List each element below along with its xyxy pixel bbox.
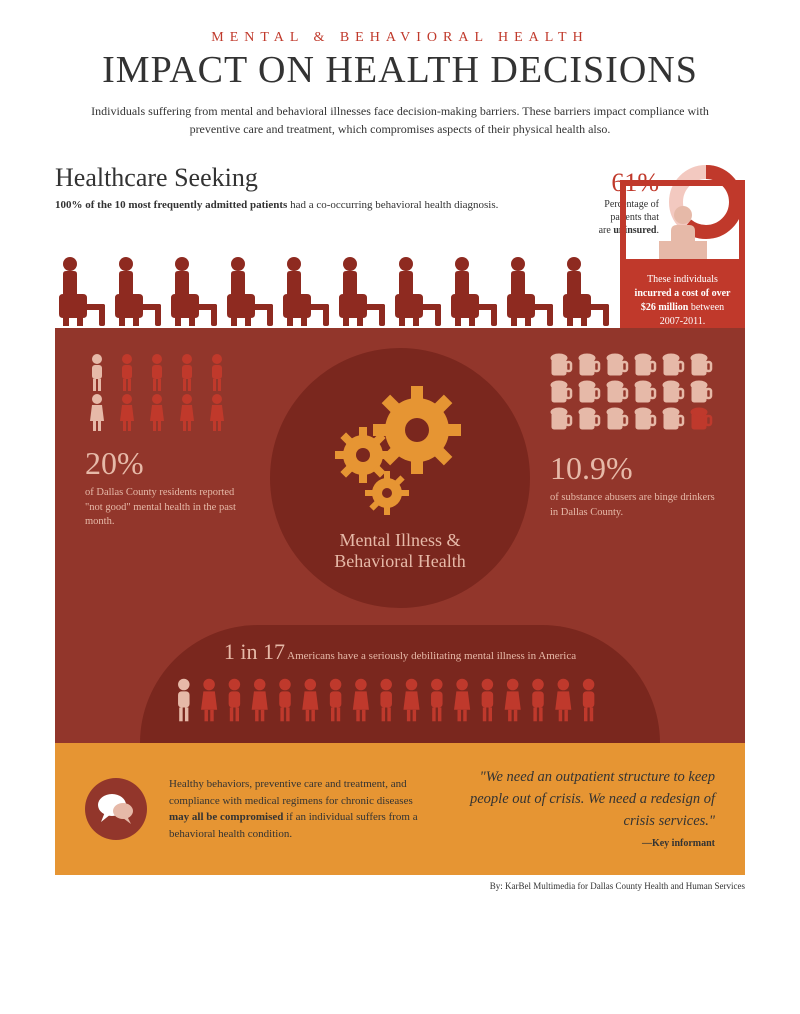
stat-left-text: of Dallas County residents reported "not… <box>85 486 250 530</box>
category-label: MENTAL & BEHAVIORAL HEALTH <box>60 30 740 46</box>
credit-line: By: KarBel Multimedia for Dallas County … <box>0 875 800 891</box>
seeking-text: 100% of the 10 most frequently admitted … <box>55 198 579 213</box>
seeking-rest: had a co-occurring behavioral health dia… <box>287 199 498 211</box>
header: MENTAL & BEHAVIORAL HEALTH IMPACT ON HEA… <box>0 0 800 153</box>
stat-left-percent: 20% <box>85 445 250 482</box>
stat-right-text: of substance abusers are binge drinkers … <box>550 491 715 520</box>
cost-box: These individuals incurred a cost of ove… <box>620 180 745 337</box>
center-label: Mental Illness &Behavioral Health <box>334 530 465 572</box>
seeking-block: Healthcare Seeking 100% of the 10 most f… <box>55 163 579 213</box>
seated-people-icons <box>55 256 615 328</box>
stat-right-percent: 10.9% <box>550 450 715 487</box>
one-in-text: 1 in 17 Americans have a seriously debil… <box>140 639 660 665</box>
one-in-panel: 1 in 17 Americans have a seriously debil… <box>140 625 660 743</box>
quote-attribution: —Key informant <box>460 836 715 851</box>
main-title: IMPACT ON HEALTH DECISIONS <box>60 48 740 92</box>
subtitle: Individuals suffering from mental and be… <box>60 102 740 138</box>
center-circle: Mental Illness &Behavioral Health <box>270 348 530 608</box>
quote: "We need an outpatient structure to keep… <box>460 767 715 851</box>
stat-left: 20% of Dallas County residents reported … <box>85 353 250 530</box>
cost-caption: These individuals incurred a cost of ove… <box>620 265 745 337</box>
stat-right: 10.9% of substance abusers are binge dri… <box>550 353 715 520</box>
main-panel: 20% of Dallas County residents reported … <box>55 328 745 743</box>
podium-person-icon <box>653 199 713 259</box>
gears-icon <box>325 385 475 515</box>
one-in-people-icons <box>140 673 660 725</box>
seeking-bold: 100% of the 10 most frequently admitted … <box>55 199 287 211</box>
seeking-title: Healthcare Seeking <box>55 163 579 193</box>
people-grid-icon <box>85 353 250 433</box>
cost-frame <box>620 180 745 265</box>
beer-grid-icon <box>550 353 715 433</box>
orange-text: Healthy behaviors, preventive care and t… <box>169 776 438 842</box>
orange-footer: Healthy behaviors, preventive care and t… <box>55 743 745 875</box>
speech-bubble-icon <box>85 778 147 840</box>
